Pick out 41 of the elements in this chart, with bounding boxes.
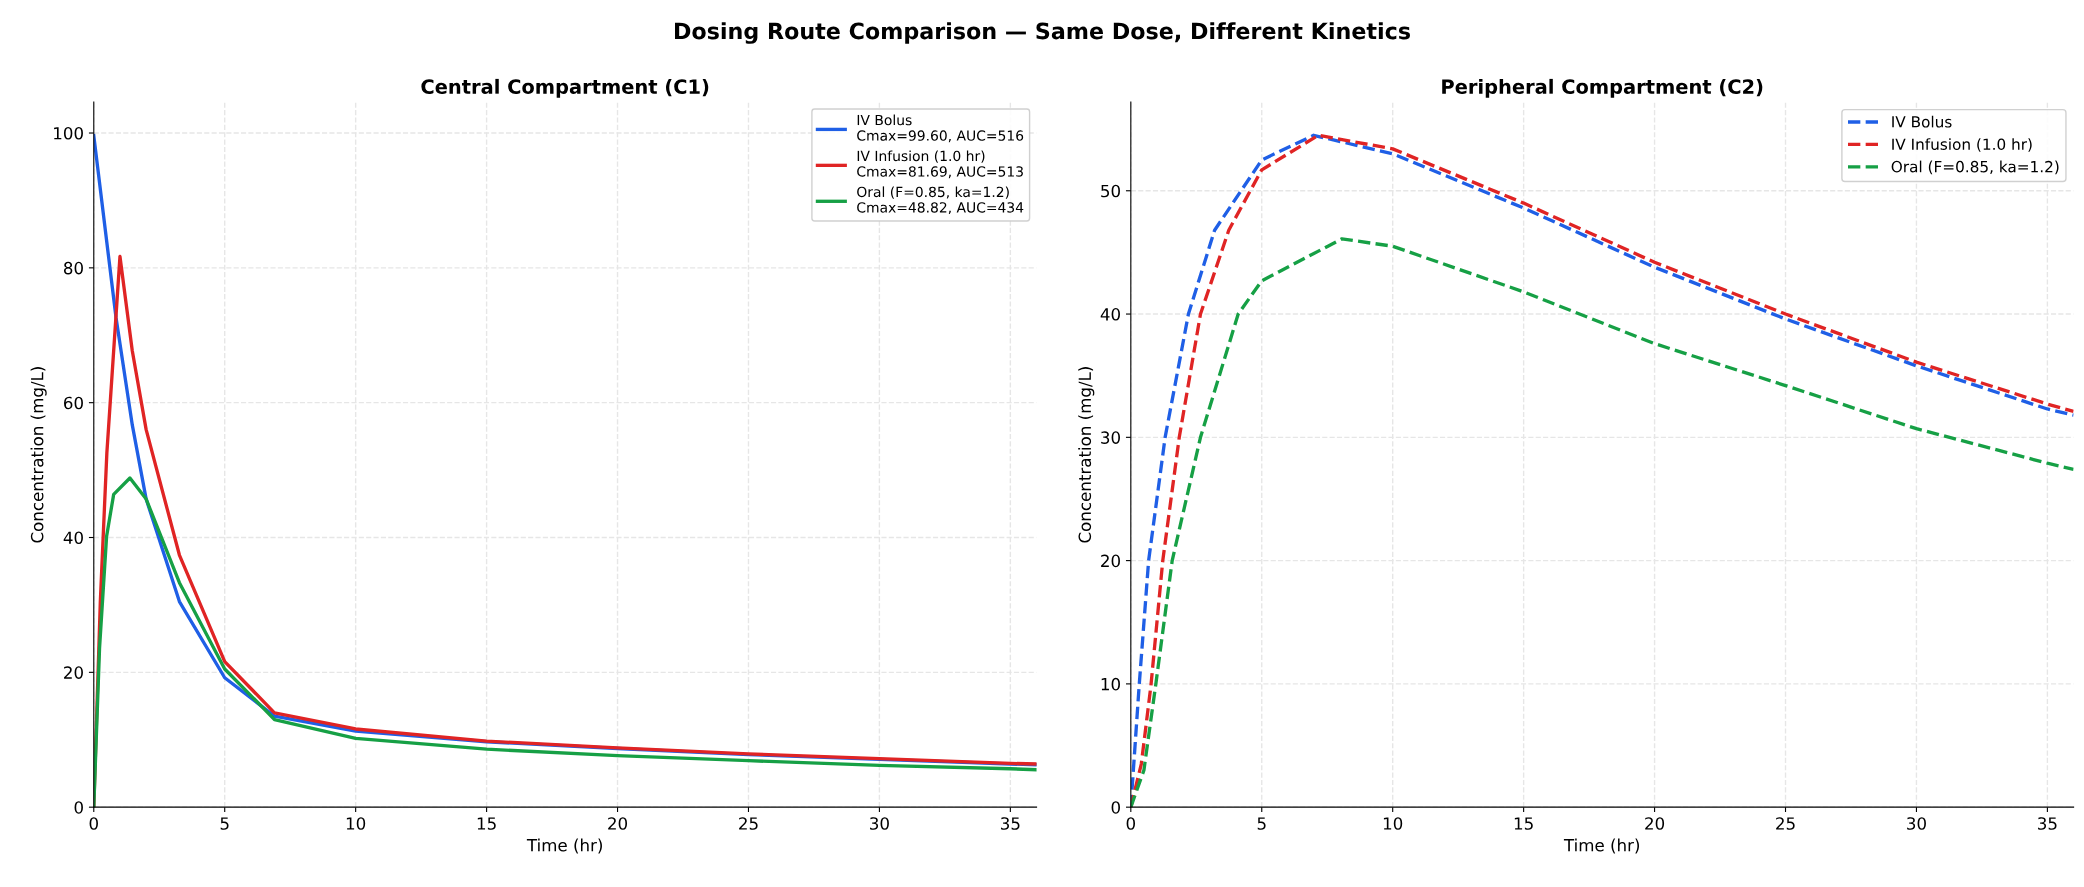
x-tick-label: 10	[1383, 817, 1403, 830]
x-tick-label: 15	[1514, 817, 1533, 830]
legend-label: IV Bolus	[1892, 115, 1952, 128]
y-axis-title: Concentration (mg/L)	[1078, 367, 1095, 543]
x-axis-title: Time (hr)	[1563, 838, 1640, 854]
legend-label: IV Infusion (1.0 hr) Cmax=81.69, AUC=513	[857, 150, 1023, 179]
x-tick-label: 20	[608, 817, 628, 830]
x-tick-label: 5	[1257, 817, 1266, 830]
text: Dosing Route Comparison — Same Dose, Different Kinetics	[675, 22, 1410, 44]
y-tick-label: 80	[63, 261, 83, 275]
legend-label: Oral (F=0.85, ka=1.2)	[1891, 160, 2059, 175]
x-tick-label: 0	[1126, 817, 1136, 830]
x-tick-label: 15	[477, 817, 496, 830]
y-axis-title: Concentration (mg/L)	[30, 367, 47, 543]
x-tick-label: 25	[739, 817, 758, 830]
y-tick-label: 10	[1101, 677, 1120, 691]
x-tick-label: 20	[1645, 817, 1665, 830]
y-tick-label: 0	[74, 801, 83, 814]
x-tick-label: 25	[1776, 817, 1795, 830]
y-tick-label: 20	[64, 666, 83, 679]
x-tick-label: 30	[1907, 817, 1926, 830]
x-tick-label: 35	[2038, 817, 2057, 830]
x-tick-label: 5	[220, 817, 229, 830]
x-tick-label: 30	[870, 817, 889, 830]
legend-label: IV Infusion (1.0 hr)	[1892, 138, 2032, 152]
chart-title: Central Compartment (C1)	[421, 78, 709, 98]
x-tick-label: 0	[89, 817, 98, 830]
y-tick-label: 0	[1111, 801, 1120, 814]
legend-label: IV Bolus Cmax=99.60, AUC=516	[857, 114, 1024, 143]
legend-label: Oral (F=0.85, ka=1.2) Cmax=48.82, AUC=434	[857, 186, 1024, 215]
y-tick-label: 20	[1101, 554, 1120, 568]
y-tick-label: 40	[63, 531, 83, 545]
y-tick-label: 50	[1101, 184, 1120, 198]
y-tick-label: 30	[1101, 431, 1120, 444]
chart-title: Peripheral Compartment (C2)	[1442, 78, 1763, 98]
x-tick-label: 35	[1001, 817, 1020, 830]
y-tick-label: 100	[54, 126, 83, 140]
x-axis-title: Time (hr)	[526, 838, 602, 854]
y-tick-label: 60	[64, 396, 83, 410]
y-tick-label: 40	[1100, 308, 1120, 321]
x-tick-label: 10	[346, 817, 366, 830]
